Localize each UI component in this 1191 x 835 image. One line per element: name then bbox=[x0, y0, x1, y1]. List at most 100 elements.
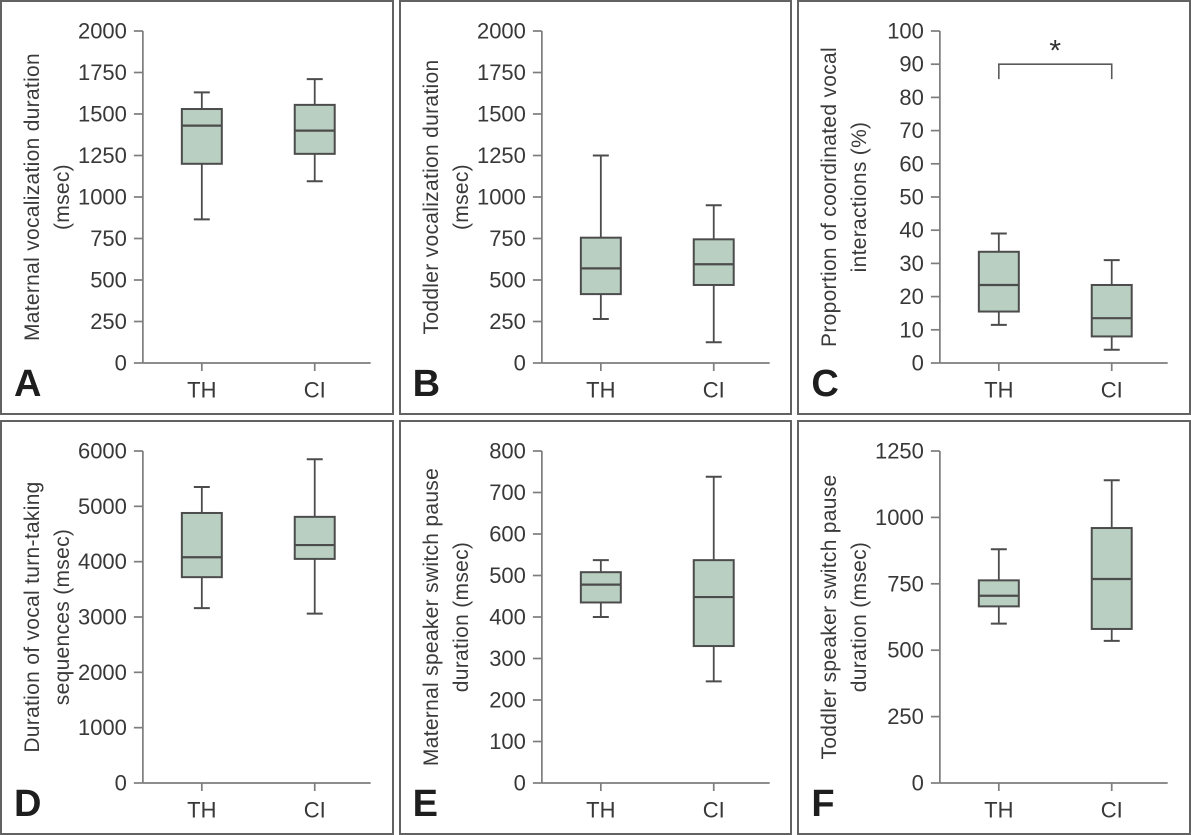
x-category-label: TH bbox=[586, 377, 615, 402]
y-tick-label: 300 bbox=[489, 646, 526, 671]
panel-c: 0 10 20 30 40 50 60 70 80 90 100 TH CI * Proportion o… bbox=[797, 0, 1191, 415]
box-CI bbox=[1091, 283, 1134, 338]
x-category-label: TH bbox=[586, 797, 615, 822]
y-tick-label: 4000 bbox=[78, 549, 127, 574]
panel-e-letter: E bbox=[412, 783, 439, 825]
panel-b-letter: B bbox=[412, 363, 441, 405]
panel-e-ylabel-line1: Maternal speaker switch pause bbox=[419, 467, 443, 767]
x-category-label: TH bbox=[985, 377, 1014, 402]
y-tick-label: 0 bbox=[912, 770, 924, 795]
box-CI bbox=[692, 559, 735, 648]
y-tick-label: 200 bbox=[489, 687, 526, 712]
y-tick-label: 1750 bbox=[477, 60, 526, 85]
x-category-label: CI bbox=[304, 797, 326, 822]
y-tick-label: 500 bbox=[888, 638, 925, 663]
y-tick-label: 0 bbox=[513, 350, 525, 375]
y-tick-label: 500 bbox=[90, 267, 127, 292]
panel-d: 0 1000 2000 3000 4000 5000 6000 TH CI Duration o… bbox=[0, 420, 394, 835]
y-tick-label: 1250 bbox=[477, 143, 526, 168]
y-tick-label: 700 bbox=[489, 480, 526, 505]
panel-b: 0 250 500 750 1000 1250 1500 1750 2000 TH CI Toddl… bbox=[398, 0, 793, 415]
panel-d-ylabel-line1: Duration of vocal turn-taking bbox=[21, 481, 44, 753]
y-tick-label: 1750 bbox=[78, 60, 127, 85]
panel-b-plot: 0 250 500 750 1000 1250 1500 1750 2000 TH CI bbox=[477, 18, 770, 403]
y-tick-label: 1000 bbox=[78, 184, 127, 209]
box-TH bbox=[180, 108, 223, 165]
y-tick-label: 1250 bbox=[875, 438, 924, 463]
y-tick-label: 100 bbox=[489, 729, 526, 754]
panel-a-letter: A bbox=[14, 363, 42, 405]
x-category-label: TH bbox=[187, 797, 216, 822]
x-category-label: CI bbox=[702, 377, 724, 402]
panel-d-plot: 0 1000 2000 3000 4000 5000 6000 TH CI bbox=[78, 438, 371, 823]
y-tick-label: 500 bbox=[489, 563, 526, 588]
y-tick-label: 250 bbox=[90, 309, 127, 334]
y-tick-label: 100 bbox=[888, 18, 925, 43]
panel-f-ylabel-line1: Toddler speaker switch pause bbox=[818, 474, 842, 760]
box-CI bbox=[692, 238, 735, 286]
y-tick-label: 750 bbox=[489, 226, 526, 251]
y-tick-label: 0 bbox=[513, 770, 525, 795]
y-tick-label: 1250 bbox=[78, 143, 127, 168]
y-tick-label: 70 bbox=[900, 118, 924, 143]
box-TH bbox=[978, 250, 1021, 313]
x-category-label: CI bbox=[304, 377, 326, 402]
y-tick-label: 40 bbox=[900, 218, 924, 243]
y-tick-label: 0 bbox=[115, 770, 127, 795]
panel-b-ylabel-line1: Toddler vocalization duration bbox=[419, 59, 443, 335]
y-tick-label: 250 bbox=[888, 704, 925, 729]
panel-e-plot: 0 100 200 300 400 500 600 700 800 TH CI bbox=[489, 438, 770, 823]
y-tick-label: 500 bbox=[489, 267, 526, 292]
y-tick-label: 50 bbox=[900, 184, 924, 209]
panel-f-letter: F bbox=[811, 783, 835, 825]
box-TH bbox=[180, 511, 223, 579]
y-tick-label: 800 bbox=[489, 438, 526, 463]
y-tick-label: 600 bbox=[489, 521, 526, 546]
y-tick-label: 2000 bbox=[78, 660, 127, 685]
x-category-label: TH bbox=[187, 377, 216, 402]
y-tick-label: 20 bbox=[900, 284, 924, 309]
panel-a-plot: 0 250 500 750 1000 1250 1500 1750 2000 TH CI bbox=[78, 18, 371, 403]
x-category-label: CI bbox=[1101, 377, 1123, 402]
y-tick-label: 80 bbox=[900, 85, 924, 110]
y-tick-label: 6000 bbox=[78, 438, 127, 463]
panel-d-ylabel-line2: sequences (msec) bbox=[51, 528, 74, 706]
y-tick-label: 2000 bbox=[477, 18, 526, 43]
y-tick-label: 750 bbox=[90, 226, 127, 251]
panel-f-plot: 0 250 500 750 1000 1250 TH CI bbox=[875, 438, 1169, 823]
y-tick-label: 10 bbox=[900, 317, 924, 342]
panel-a-ylabel-line2: (msec) bbox=[51, 164, 74, 230]
x-category-label: TH bbox=[985, 797, 1014, 822]
y-tick-label: 5000 bbox=[78, 494, 127, 519]
y-tick-label: 30 bbox=[900, 251, 924, 276]
y-tick-label: 1000 bbox=[78, 715, 127, 740]
significance-star: * bbox=[1050, 35, 1062, 68]
y-tick-label: 2000 bbox=[78, 18, 127, 43]
x-category-label: CI bbox=[1101, 797, 1123, 822]
panel-c-plot: 0 10 20 30 40 50 60 70 80 90 100 TH CI * bbox=[888, 18, 1169, 403]
y-tick-label: 1500 bbox=[477, 101, 526, 126]
panel-c-ylabel-line1: Proportion of coordinated vocal bbox=[818, 47, 842, 347]
y-tick-label: 250 bbox=[489, 309, 526, 334]
panel-a: 0 250 500 750 1000 1250 1500 1750 2000 TH CI Mater… bbox=[0, 0, 394, 415]
panel-e-ylabel-line2: duration (msec) bbox=[449, 541, 473, 693]
box-CI bbox=[293, 103, 336, 155]
panel-f: 0 250 500 750 1000 1250 TH CI Toddler speaker s… bbox=[797, 420, 1191, 835]
y-tick-label: 400 bbox=[489, 604, 526, 629]
y-tick-label: 3000 bbox=[78, 604, 127, 629]
box-CI bbox=[293, 515, 336, 560]
x-category-label: CI bbox=[702, 797, 724, 822]
panel-d-letter: D bbox=[14, 783, 42, 825]
significance-bracket bbox=[998, 63, 1113, 80]
y-tick-label: 1000 bbox=[875, 505, 924, 530]
y-tick-label: 0 bbox=[115, 350, 127, 375]
panel-c-ylabel-line2: interactions (%) bbox=[848, 121, 872, 273]
panel-e: 0 100 200 300 400 500 600 700 800 TH CI Maternal s… bbox=[398, 420, 793, 835]
y-tick-label: 90 bbox=[900, 52, 924, 77]
y-tick-label: 60 bbox=[900, 151, 924, 176]
panel-f-ylabel-line2: duration (msec) bbox=[848, 541, 872, 693]
panel-c-letter: C bbox=[811, 363, 839, 405]
y-tick-label: 750 bbox=[888, 571, 925, 596]
panel-a-ylabel-line1: Maternal vocalization duration bbox=[21, 53, 44, 341]
